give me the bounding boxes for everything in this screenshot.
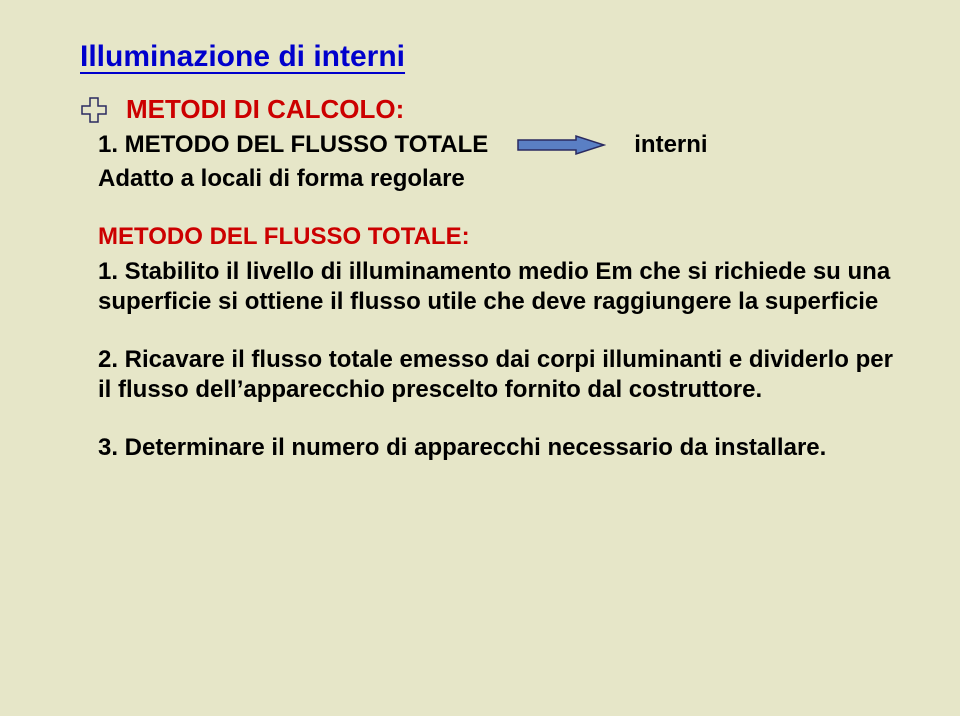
section-head: METODO DEL FLUSSO TOTALE:: [98, 223, 900, 251]
slide: Illuminazione di interni METODI DI CALCO…: [0, 0, 960, 716]
cross-icon: [80, 96, 108, 124]
step-2: 2. Ricavare il flusso totale emesso dai …: [98, 345, 900, 405]
method-sub: Adatto a locali di forma regolare: [98, 165, 900, 193]
subtitle-row: METODI DI CALCOLO:: [80, 94, 900, 125]
method-tag: interni: [634, 131, 707, 159]
method-number-label: 1. METODO DEL FLUSSO TOTALE: [98, 131, 488, 159]
page-title: Illuminazione di interni: [80, 40, 405, 74]
step-3: 3. Determinare il numero di apparecchi n…: [98, 433, 900, 463]
method-line: 1. METODO DEL FLUSSO TOTALE interni: [98, 131, 900, 159]
step-1: 1. Stabilito il livello di illuminamento…: [98, 257, 900, 317]
subtitle: METODI DI CALCOLO:: [126, 94, 404, 125]
arrow-icon: [516, 134, 606, 156]
